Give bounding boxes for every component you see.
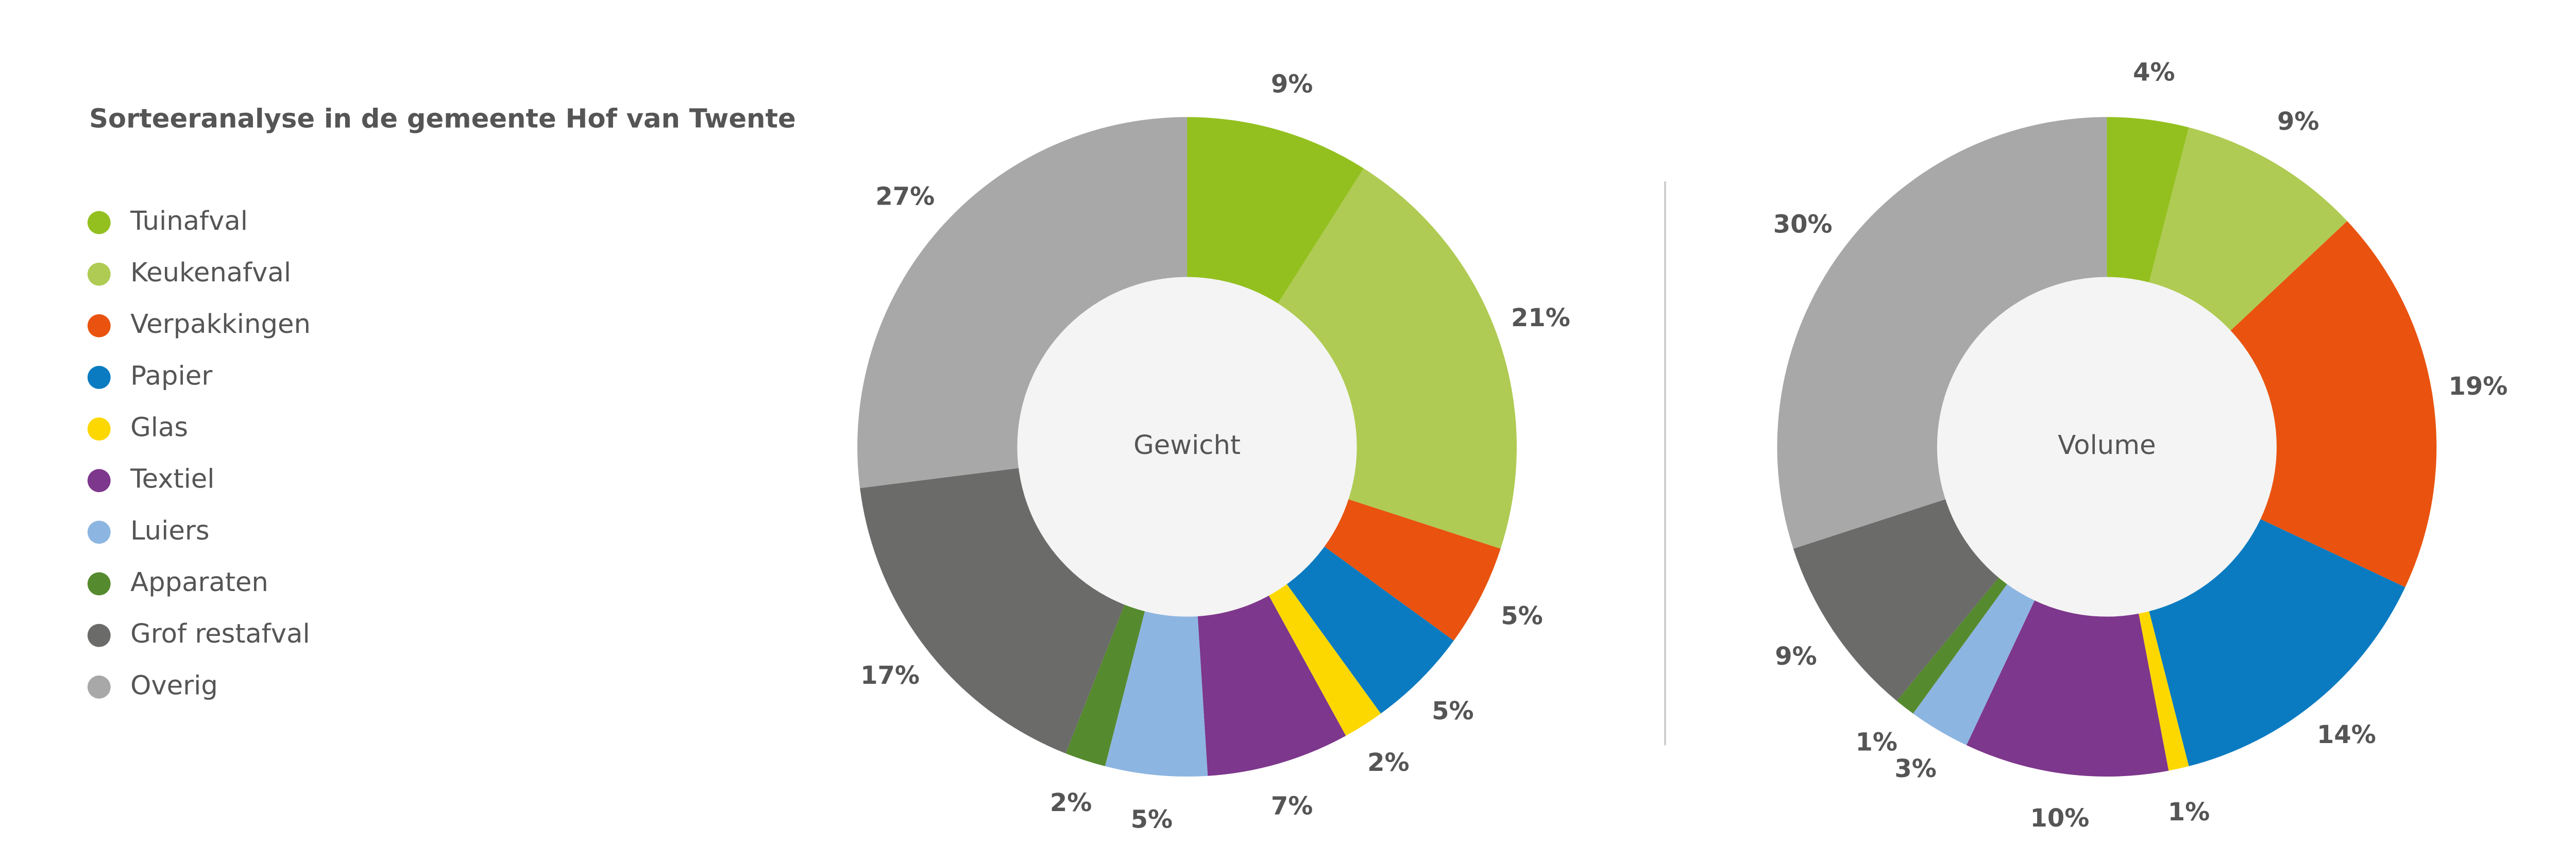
donut-hole — [1937, 277, 2277, 617]
legend-swatch — [87, 675, 111, 699]
legend-swatch — [87, 365, 111, 389]
legend-swatch — [87, 314, 111, 338]
value-label: 19% — [2449, 372, 2508, 401]
value-label: 9% — [1775, 642, 1817, 671]
value-label: 9% — [1271, 70, 1313, 99]
value-label: 1% — [2168, 798, 2210, 827]
value-label: 21% — [1511, 304, 1570, 332]
legend-swatch — [87, 572, 111, 596]
legend-label: Glas — [130, 412, 188, 443]
legend-label: Verpakkingen — [130, 309, 311, 340]
legend-label: Papier — [130, 360, 213, 391]
legend-swatch — [87, 211, 111, 234]
donut-hole — [1017, 277, 1357, 617]
legend-swatch — [87, 417, 111, 441]
legend-swatch — [87, 469, 111, 493]
chart-title: Sorteeranalyse in de gemeente Hof van Tw… — [89, 104, 796, 134]
legend-swatch — [87, 624, 111, 647]
slice — [2107, 221, 2437, 587]
value-label: 10% — [2030, 804, 2090, 833]
legend-swatch — [87, 520, 111, 544]
value-label: 7% — [1271, 792, 1313, 821]
value-label: 9% — [2277, 107, 2319, 136]
legend-label: Grof restafval — [130, 618, 310, 649]
legend-label: Keukenafval — [130, 257, 291, 288]
center-label: Gewicht — [1133, 430, 1241, 461]
value-label: 5% — [1131, 805, 1173, 834]
value-label: 2% — [1367, 748, 1409, 777]
legend-label: Tuinafval — [130, 206, 248, 237]
value-label: 30% — [1773, 210, 1833, 239]
value-label: 1% — [1856, 728, 1897, 757]
value-label: 3% — [1894, 754, 1936, 783]
value-label: 14% — [2317, 720, 2376, 749]
legend-label: Apparaten — [130, 567, 268, 598]
value-label: 2% — [1050, 788, 1092, 817]
legend-label: Textiel — [130, 464, 214, 495]
value-label: 27% — [875, 182, 935, 211]
legend-label: Luiers — [130, 515, 210, 546]
value-label: 4% — [2133, 58, 2175, 87]
value-label: 17% — [860, 661, 920, 690]
legend-swatch — [87, 262, 111, 286]
legend-label: Overig — [130, 670, 218, 701]
center-label: Volume — [2058, 430, 2156, 461]
value-label: 5% — [1501, 601, 1543, 630]
value-label: 5% — [1432, 697, 1473, 726]
